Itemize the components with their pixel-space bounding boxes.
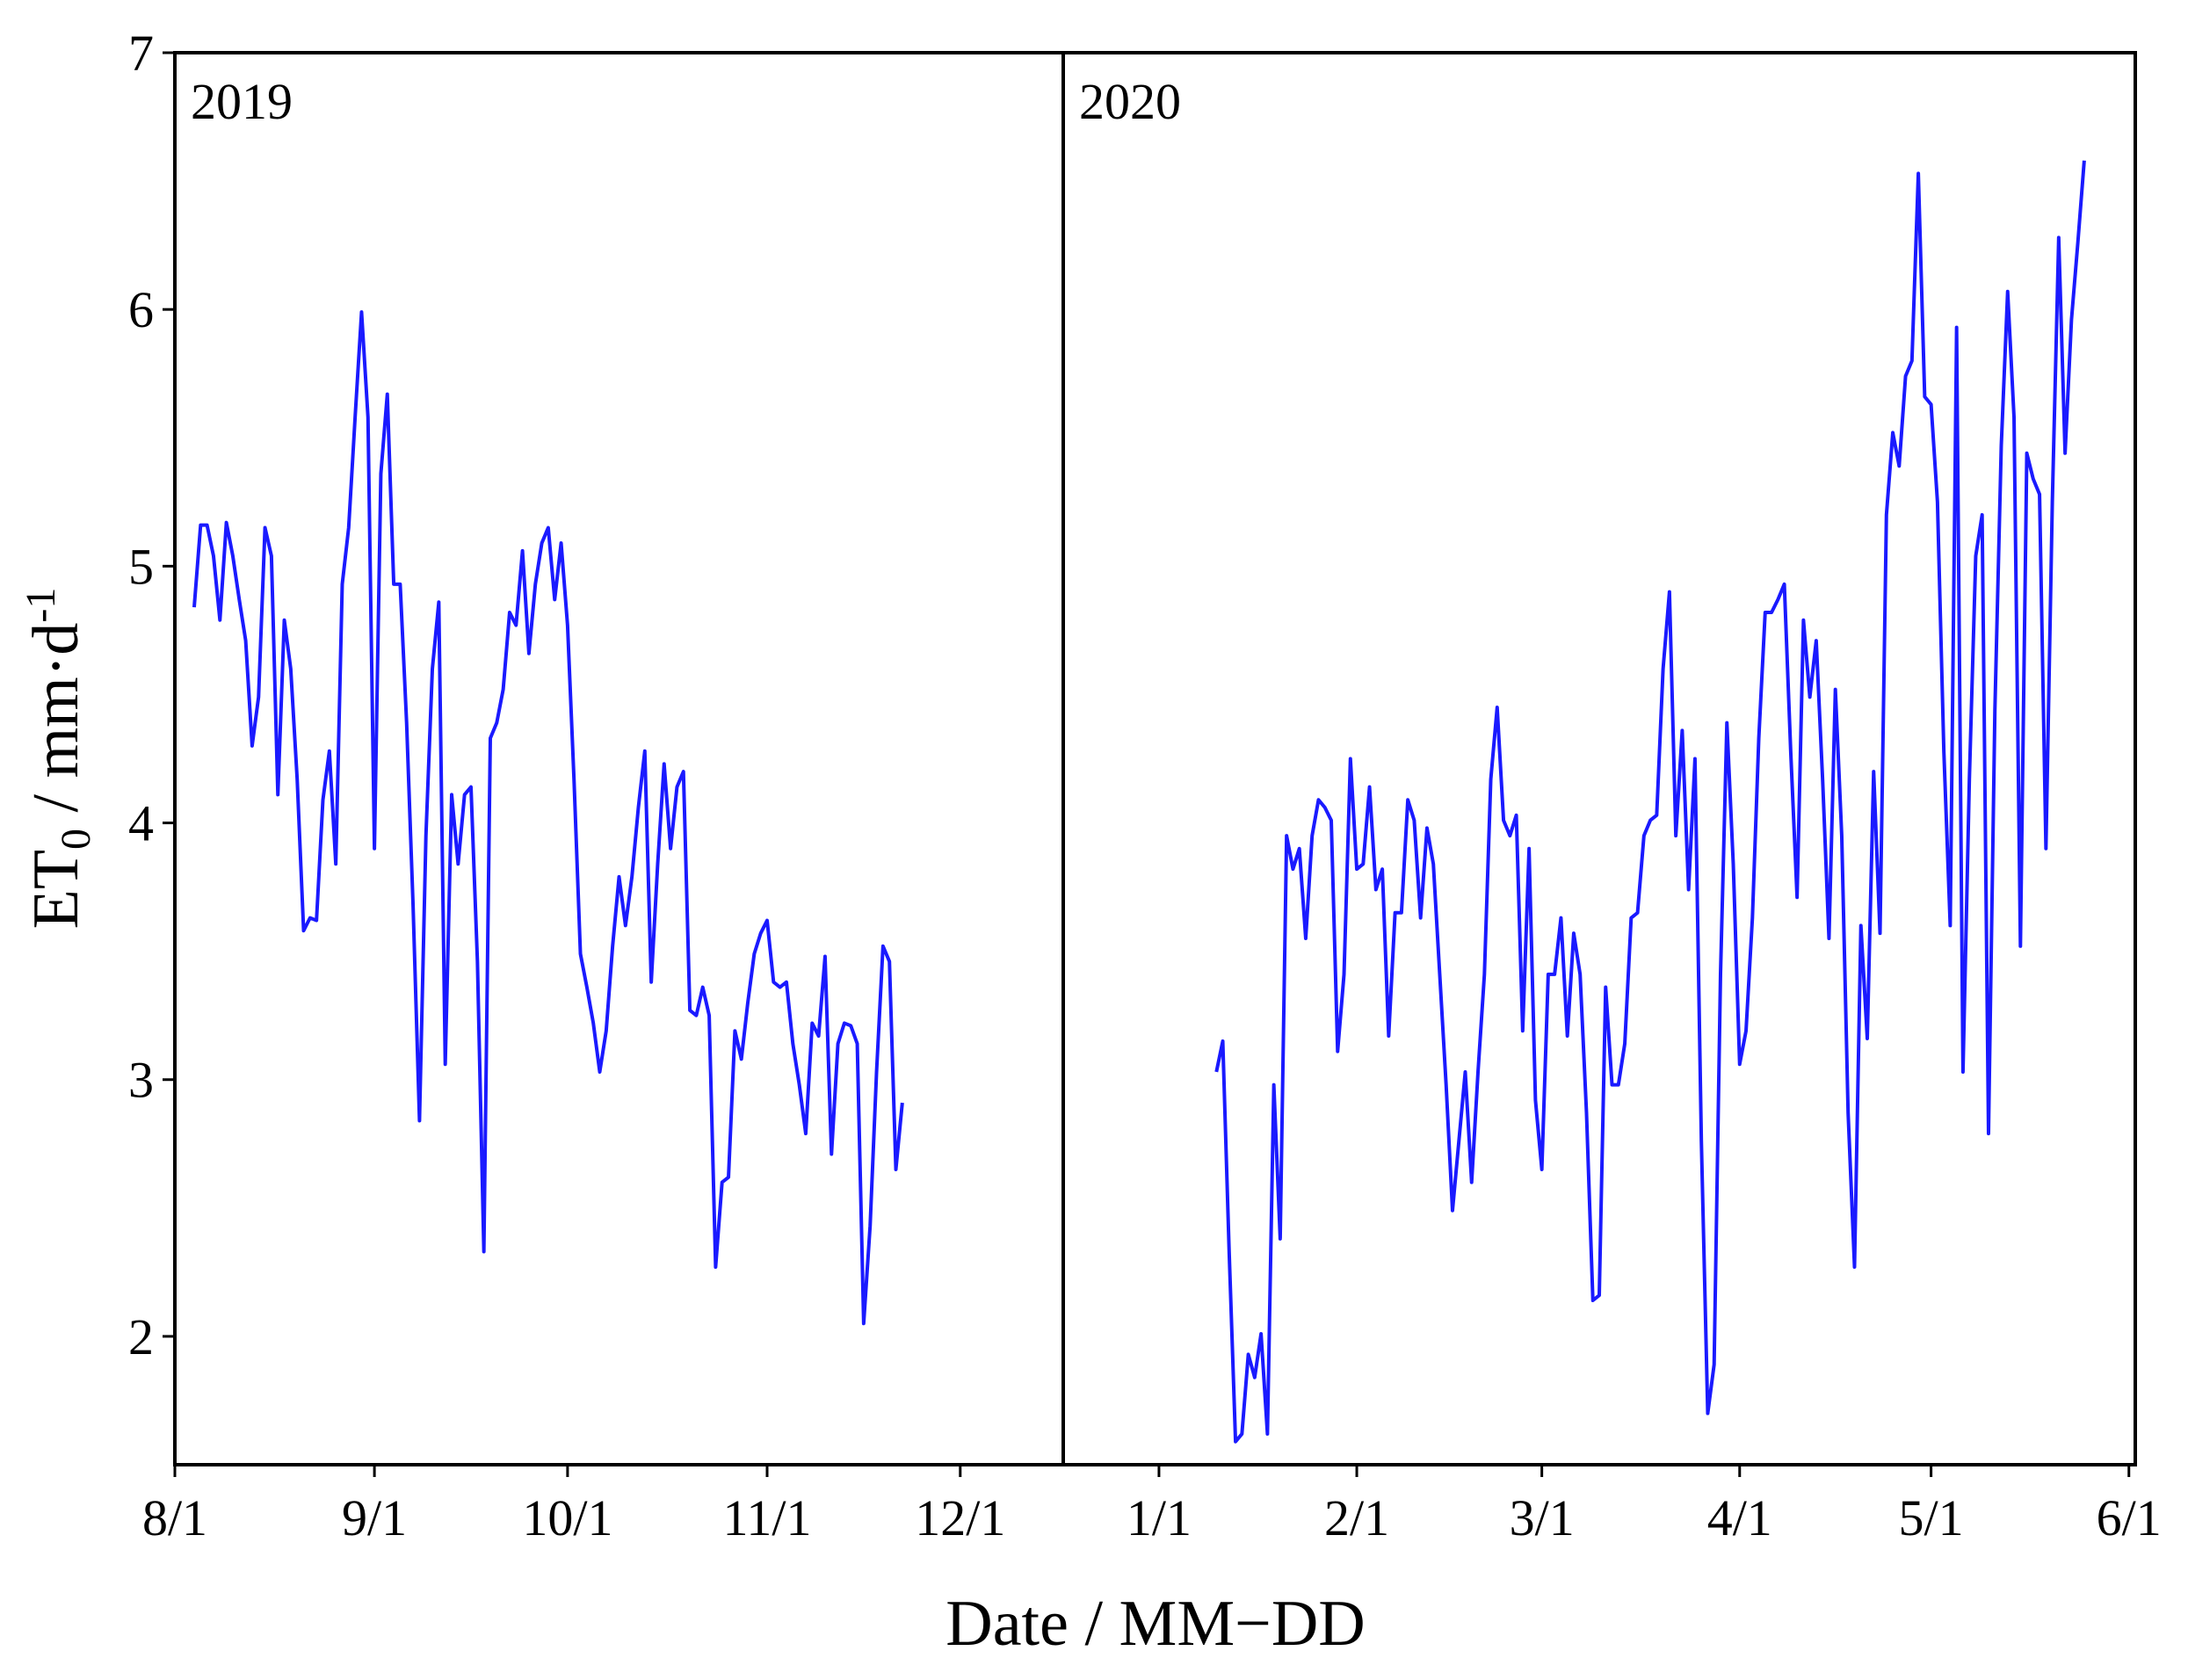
y-tick-label: 2 [128, 1308, 154, 1365]
panel-annotation: 2019 [191, 73, 293, 130]
x-tick-label: 6/1 [2097, 1489, 2162, 1546]
plot-frame [173, 51, 1065, 1466]
y-tick-label: 6 [128, 281, 154, 338]
y-tick-label: 5 [128, 538, 154, 595]
x-axis-label: Date / MM−DD [945, 1588, 1365, 1660]
data-line [192, 310, 904, 1326]
x-tick-label: 11/1 [723, 1489, 812, 1546]
panel-annotation: 2020 [1079, 73, 1181, 130]
y-axis-label: ET0 / mm·d-1 [18, 588, 99, 930]
x-tick-label: 8/1 [142, 1489, 207, 1546]
y-label-main: ET [20, 850, 92, 929]
x-tick-label: 10/1 [522, 1489, 612, 1546]
y-tick-label: 4 [128, 795, 154, 852]
data-line [1214, 160, 2086, 1444]
x-tick-label: 1/1 [1127, 1489, 1192, 1546]
x-tick-label: 9/1 [342, 1489, 407, 1546]
x-tick-label: 3/1 [1510, 1489, 1575, 1546]
y-label-unit: / mm·d [20, 623, 92, 829]
y-tick-label: 3 [128, 1052, 154, 1109]
y-label-sub: 0 [53, 829, 99, 850]
plot-frame [1061, 51, 2137, 1466]
x-tick-label: 4/1 [1707, 1489, 1772, 1546]
x-tick-label: 12/1 [915, 1489, 1005, 1546]
y-tick-label: 7 [128, 25, 154, 82]
x-tick-label: 5/1 [1899, 1489, 1964, 1546]
x-tick-label: 2/1 [1324, 1489, 1389, 1546]
y-label-sup: -1 [18, 588, 64, 623]
